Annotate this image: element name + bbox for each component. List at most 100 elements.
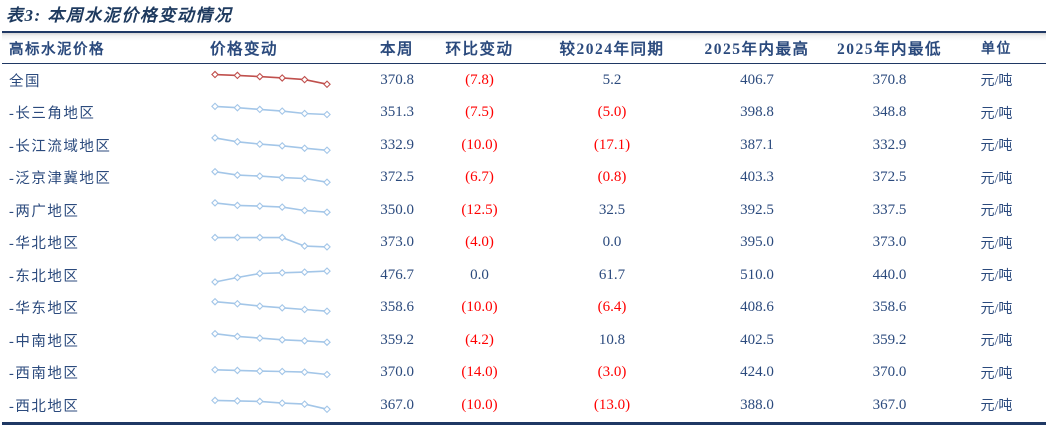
ytd-low-value: 373.0 <box>872 234 907 251</box>
col-header-cement-price: 高标水泥价格 <box>2 32 202 64</box>
ytd-low-value: 372.5 <box>872 169 907 186</box>
header-row: 高标水泥价格 价格变动 本周 环比变动 较2024年同期 2025年内最高 20… <box>2 32 1046 64</box>
week-price-value: 373.0 <box>380 234 414 251</box>
ytd-high-value: 408.6 <box>740 299 774 316</box>
ytd-low-value: 359.2 <box>872 331 907 348</box>
table-title: 表3: 本周水泥价格变动情况 <box>6 6 233 25</box>
price-trend-sparkline <box>202 129 332 162</box>
region-label: -长江流域地区 <box>9 138 112 155</box>
price-trend-sparkline <box>202 162 332 195</box>
unit-label: 元/吨 <box>980 74 1013 90</box>
unit-label: 元/吨 <box>980 399 1013 415</box>
week-price-value: 370.8 <box>380 71 414 88</box>
price-trend-sparkline <box>202 357 332 390</box>
table-row: -泛京津冀地区 372.5 (6.7) (0.8) 403.3 372.5 元/… <box>2 162 1046 195</box>
sparkline-chart <box>211 70 331 89</box>
wow-change-value: (10.0) <box>461 299 498 316</box>
sparkline-chart <box>211 167 331 186</box>
ytd-low-value: 370.8 <box>872 71 907 88</box>
week-price-value: 359.2 <box>380 331 414 348</box>
ytd-high-value: 398.8 <box>740 104 774 121</box>
price-trend-sparkline <box>202 259 332 292</box>
sparkline-chart <box>211 199 331 217</box>
sparkline-chart <box>211 267 331 287</box>
yoy-change-value: 61.7 <box>598 266 626 283</box>
unit-label: 元/吨 <box>980 269 1013 285</box>
unit-label: 元/吨 <box>980 204 1013 220</box>
ytd-high-value: 406.7 <box>740 71 774 88</box>
table-row: -西北地区 367.0 (10.0) (13.0) 388.0 367.0 元/… <box>2 389 1046 423</box>
col-header-ytd-high: 2025年内最高 <box>682 32 832 64</box>
col-header-price-trend: 价格变动 <box>202 32 332 64</box>
wow-change-value: (12.5) <box>461 201 498 218</box>
yoy-change-value: (6.4) <box>597 299 627 316</box>
ytd-low-value: 348.8 <box>872 104 907 121</box>
unit-label: 元/吨 <box>980 334 1013 350</box>
yoy-change-value: (0.8) <box>597 169 627 186</box>
region-label: 全国 <box>9 73 41 90</box>
wow-change-value: (7.5) <box>465 104 494 121</box>
week-price-value: 332.9 <box>380 136 414 153</box>
region-label: -华北地区 <box>9 236 80 253</box>
ytd-high-value: 392.5 <box>740 201 774 218</box>
price-trend-sparkline <box>202 64 332 97</box>
wow-change-value: (4.2) <box>465 331 494 348</box>
week-price-value: 370.0 <box>380 364 414 381</box>
week-price-value: 358.6 <box>380 299 414 316</box>
wow-change-value: (4.0) <box>465 234 494 251</box>
col-header-yoy-change: 较2024年同期 <box>542 32 682 64</box>
table-row: -东北地区 476.7 0.0 61.7 510.0 440.0 元/吨 <box>2 259 1046 292</box>
yoy-change-value: (17.1) <box>593 136 631 153</box>
unit-label: 元/吨 <box>980 139 1013 155</box>
ytd-low-value: 332.9 <box>872 136 907 153</box>
ytd-low-value: 358.6 <box>872 299 907 316</box>
table-row: -中南地区 359.2 (4.2) 10.8 402.5 359.2 元/吨 <box>2 324 1046 357</box>
table-row: -华北地区 373.0 (4.0) 0.0 395.0 373.0 元/吨 <box>2 227 1046 260</box>
region-label: -中南地区 <box>9 333 80 350</box>
wow-change-value: (10.0) <box>461 136 498 153</box>
unit-label: 元/吨 <box>980 366 1013 382</box>
ytd-low-value: 337.5 <box>872 201 907 218</box>
ytd-high-value: 387.1 <box>740 136 774 153</box>
ytd-high-value: 510.0 <box>740 266 774 283</box>
ytd-low-value: 367.0 <box>872 396 907 413</box>
sparkline-chart <box>211 134 331 155</box>
unit-label: 元/吨 <box>980 171 1013 187</box>
wow-change-value: (6.7) <box>465 169 494 186</box>
table-row: -长三角地区 351.3 (7.5) (5.0) 398.8 348.8 元/吨 <box>2 97 1046 130</box>
week-price-value: 351.3 <box>380 104 414 121</box>
wow-change-value: (7.8) <box>465 71 494 88</box>
yoy-change-value: 32.5 <box>598 201 626 218</box>
price-trend-sparkline <box>202 227 332 260</box>
price-trend-sparkline <box>202 292 332 325</box>
week-price-value: 367.0 <box>380 396 414 413</box>
unit-label: 元/吨 <box>980 301 1013 317</box>
yoy-change-value: (13.0) <box>593 396 631 413</box>
table-row: -华东地区 358.6 (10.0) (6.4) 408.6 358.6 元/吨 <box>2 292 1046 325</box>
region-label: -长三角地区 <box>9 106 96 123</box>
price-trend-sparkline <box>202 389 332 423</box>
sparkline-chart <box>211 330 331 347</box>
ytd-high-value: 388.0 <box>740 396 774 413</box>
yoy-change-value: 5.2 <box>602 71 622 88</box>
week-price-value: 372.5 <box>380 169 414 186</box>
sparkline-chart <box>211 233 331 251</box>
yoy-change-value: 10.8 <box>598 331 626 348</box>
region-label: -泛京津冀地区 <box>9 171 112 188</box>
cement-price-table: 高标水泥价格 价格变动 本周 环比变动 较2024年同期 2025年内最高 20… <box>2 31 1046 425</box>
sparkline-chart <box>211 365 331 379</box>
table-row: -西南地区 370.0 (14.0) (3.0) 424.0 370.0 元/吨 <box>2 357 1046 390</box>
price-trend-sparkline <box>202 194 332 227</box>
sparkline-chart <box>211 102 331 119</box>
region-label: -西北地区 <box>9 398 80 415</box>
yoy-change-value: (3.0) <box>597 364 627 381</box>
table-row: -长江流域地区 332.9 (10.0) (17.1) 387.1 332.9 … <box>2 129 1046 162</box>
unit-label: 元/吨 <box>980 236 1013 252</box>
price-trend-sparkline <box>202 324 332 357</box>
ytd-high-value: 424.0 <box>740 364 774 381</box>
sparkline-chart <box>211 396 331 414</box>
ytd-low-value: 370.0 <box>872 364 907 381</box>
region-label: -东北地区 <box>9 268 80 285</box>
ytd-low-value: 440.0 <box>872 266 907 283</box>
